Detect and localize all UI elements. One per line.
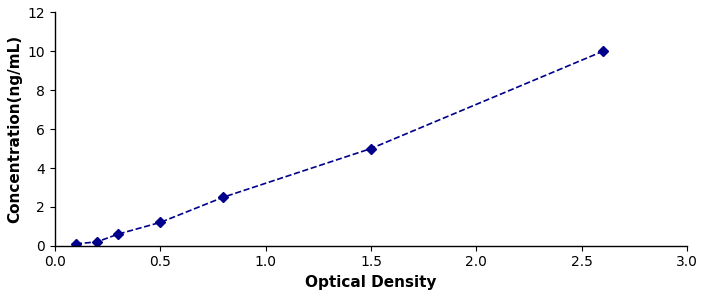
X-axis label: Optical Density: Optical Density (305, 275, 436, 290)
Y-axis label: Concentration(ng/mL): Concentration(ng/mL) (7, 35, 22, 223)
